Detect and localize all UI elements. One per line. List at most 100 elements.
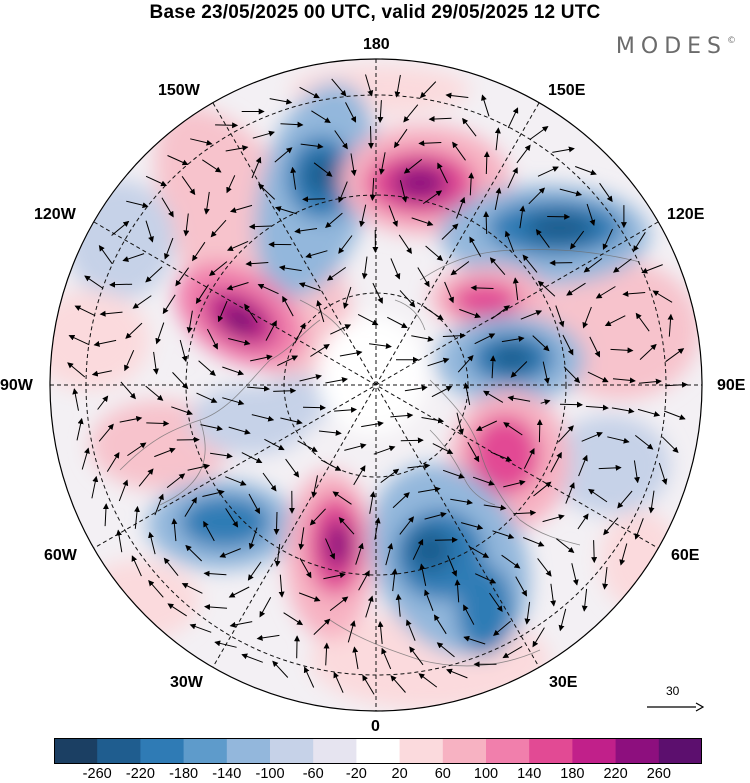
wind-arrow	[634, 518, 644, 540]
wind-arrow	[421, 417, 445, 424]
wind-arrow	[68, 334, 90, 346]
wind-arrow	[355, 542, 364, 565]
wind-arrow	[555, 305, 565, 328]
wind-arrow	[152, 351, 159, 375]
wind-arrow	[225, 145, 249, 152]
wind-arrow	[419, 81, 437, 99]
map-title: Base 23/05/2025 00 UTC, valid 29/05/2025…	[149, 2, 601, 23]
wind-arrow	[556, 538, 575, 554]
wind-arrow	[393, 128, 408, 149]
colorbar-tick-label: 260	[646, 766, 671, 782]
wind-arrow	[98, 244, 113, 264]
wind-arrow	[398, 234, 412, 255]
wind-arrow	[460, 522, 484, 530]
wind-arrow	[228, 338, 251, 346]
wind-arrow	[463, 382, 471, 406]
wind-arrow	[468, 546, 490, 558]
wind-arrow	[392, 492, 410, 509]
colorbar-cell	[270, 738, 314, 764]
wind-arrow	[447, 555, 458, 577]
lon-label-150w: 150W	[158, 82, 200, 99]
wind-arrow	[528, 187, 546, 205]
wind-arrow	[437, 162, 448, 184]
wind-arrow	[93, 339, 117, 347]
wind-arrow	[507, 167, 518, 189]
wind-arrow	[164, 237, 174, 260]
wind-arrow	[146, 420, 170, 427]
wind-arrow	[468, 172, 475, 196]
wind-arrow	[658, 462, 668, 485]
wind-arrow	[167, 603, 187, 617]
wind-arrow	[203, 191, 210, 215]
wind-arrow	[537, 280, 556, 297]
wind-arrow	[252, 130, 275, 139]
wind-arrow	[474, 573, 497, 584]
wind-arrow	[219, 548, 241, 558]
wind-arrow	[490, 451, 513, 462]
wind-arrow	[145, 220, 154, 243]
wind-arrow	[452, 141, 466, 161]
wind-arrow	[462, 117, 477, 137]
wind-arrow	[399, 180, 408, 203]
wind-arrow	[298, 282, 321, 292]
wind-arrow	[343, 286, 352, 309]
wind-arrow	[334, 406, 357, 413]
wind-arrow	[481, 94, 490, 117]
wind-arrow	[91, 475, 99, 499]
wind-arrow	[403, 104, 419, 123]
wind-arrow	[583, 258, 603, 273]
wind-arrow	[344, 443, 367, 451]
wind-arrow	[273, 511, 280, 535]
wind-arrow	[155, 322, 165, 345]
wind-arrow	[507, 395, 531, 402]
wind-arrow	[432, 443, 454, 454]
colorbar-tick-label: -140	[212, 766, 242, 782]
wind-arrow	[581, 431, 603, 442]
wind-arrow	[591, 540, 598, 564]
wind-arrow	[577, 513, 589, 530]
wind-arrow	[148, 531, 156, 555]
wind-arrow	[97, 395, 109, 410]
wind-arrow	[427, 357, 450, 367]
wind-arrow	[361, 256, 368, 280]
wind-arrow	[203, 520, 215, 542]
wind-arrow	[425, 245, 444, 261]
wind-arrow	[222, 366, 245, 376]
wind-arrow	[652, 290, 673, 303]
wind-arrow	[633, 232, 646, 252]
wind-arrow	[417, 267, 430, 288]
wind-arrow	[298, 527, 305, 550]
colorbar-tick-label: -60	[302, 766, 324, 782]
wind-arrow	[390, 412, 414, 419]
wind-arrow	[523, 448, 535, 469]
modes-logo: MODES©	[615, 34, 736, 59]
colorbar-cell	[399, 738, 444, 764]
wind-arrow	[311, 110, 331, 124]
wind-arrow	[145, 266, 163, 283]
wind-arrow	[162, 294, 176, 315]
lon-label-150e: 150E	[548, 82, 586, 99]
wind-arrow	[118, 479, 129, 502]
wind-arrow	[120, 381, 136, 400]
wind-arrow	[522, 254, 538, 273]
wind-arrow	[347, 620, 356, 643]
wind-arrow	[585, 404, 609, 411]
wind-arrow	[241, 452, 263, 463]
wind-arrow	[388, 205, 398, 228]
colorbar-cell	[226, 738, 271, 764]
wind-arrow	[102, 503, 109, 527]
wind-arrow	[456, 196, 466, 219]
wind-arrow	[210, 452, 233, 459]
wind-arrow	[494, 187, 502, 210]
colorbar-cell	[615, 738, 660, 764]
wind-arrow	[282, 295, 294, 317]
wind-arrow	[456, 412, 464, 436]
wind-arrow	[612, 377, 636, 384]
colorbar-tick-label: 220	[603, 766, 628, 782]
wind-arrow	[318, 429, 342, 436]
wind-arrow	[519, 205, 526, 229]
wind-arrow	[377, 621, 384, 644]
colorbar-tick-label: 20	[391, 766, 408, 782]
wind-arrow	[428, 115, 452, 122]
wind-arrow	[202, 489, 225, 497]
